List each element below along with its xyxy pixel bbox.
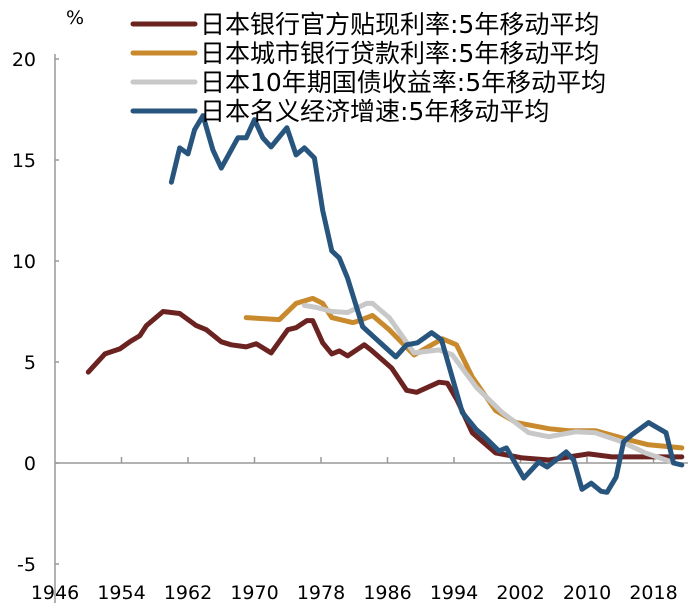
x-tick-label: 1962 [164,582,212,604]
x-tick-label: 2010 [563,582,611,604]
x-tick-label: 1978 [297,582,345,604]
series-line-4 [168,113,685,495]
y-tick-label: -5 [17,554,36,576]
x-tick-label: 2002 [496,582,544,604]
y-axis-unit: % [66,7,84,29]
series-line-1 [85,309,685,463]
legend-label-4: 日本名义经济增速:5年移动平均 [200,97,549,126]
x-tick-label: 1970 [230,582,278,604]
x-tick-label: 1986 [363,582,411,604]
legend-label-3: 日本10年期国债收益率:5年移动平均 [200,68,606,97]
x-tick-label: 1946 [31,582,79,604]
legend-label-1: 日本银行官方贴现利率:5年移动平均 [200,10,599,39]
y-tick-label: 0 [24,453,36,475]
y-tick-label: 5 [24,352,36,374]
y-tick-label: 15 [12,150,36,172]
x-tick-label: 1954 [97,582,145,604]
y-tick-label: 20 [12,49,36,71]
x-tick-label: 2018 [629,582,677,604]
series-line-3 [301,300,675,465]
legend: 日本银行官方贴现利率:5年移动平均日本城市银行贷款利率:5年移动平均日本10年期… [130,10,606,126]
legend-label-2: 日本城市银行贷款利率:5年移动平均 [200,39,599,68]
axes: % 20 15 10 5 0 -5 1946 1954 1962 1970 1978 1986 1994 2… [12,7,688,604]
series-lines [85,113,685,495]
y-tick-label: 10 [12,251,36,273]
x-tick-label: 1994 [430,582,478,604]
